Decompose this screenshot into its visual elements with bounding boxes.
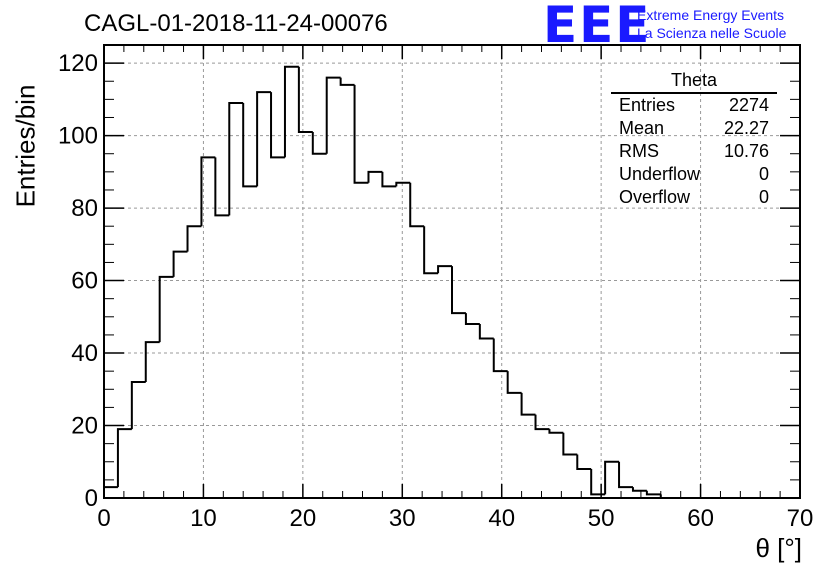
histogram-bin <box>492 338 508 373</box>
x-tick-label: 40 <box>488 505 515 532</box>
histogram-bin <box>144 341 160 383</box>
histogram-bin <box>478 324 494 340</box>
x-tick-label: 20 <box>290 505 317 532</box>
stats-row-mean: Mean 22.27 <box>611 117 777 140</box>
stats-value: 0 <box>758 164 769 184</box>
histogram-bin <box>520 392 536 416</box>
histogram-bin <box>186 225 202 252</box>
tick-labels: 0 10 20 30 40 50 60 70 0 20 40 60 80 100 120 <box>58 50 813 532</box>
plot-frame <box>103 44 801 499</box>
y-tick-label: 40 <box>71 340 98 367</box>
histogram-bin <box>297 66 313 133</box>
histogram-bin <box>228 101 244 216</box>
histogram-bin <box>339 77 355 86</box>
y-tick-label: 0 <box>85 485 98 512</box>
histogram-bin <box>576 454 592 471</box>
histogram-bin <box>283 65 299 158</box>
histogram-bin <box>451 266 466 315</box>
histogram-bin <box>618 461 633 489</box>
stats-row-overflow: Overflow 0 <box>611 186 777 209</box>
histogram-bin <box>590 469 606 496</box>
histogram-bin <box>645 490 661 496</box>
histogram-bin <box>242 102 258 188</box>
logo-line-1: Extreme Energy Events <box>637 7 785 23</box>
histogram-bin <box>311 131 327 155</box>
x-axis-label: θ [°] <box>755 533 802 563</box>
stats-label: Underflow <box>619 164 701 184</box>
stats-row-entries: Entries 2274 <box>611 94 777 117</box>
histogram-bin <box>200 156 216 227</box>
histogram-bin <box>367 170 383 183</box>
stats-label: RMS <box>619 141 659 161</box>
logo-caption: Extreme Energy Events La Scienza nelle S… <box>637 6 786 42</box>
histogram-bin <box>423 226 439 275</box>
histogram-bin <box>270 92 285 159</box>
histogram-bin <box>395 181 411 187</box>
stats-label: Entries <box>619 95 676 115</box>
histogram-bin <box>381 171 397 188</box>
histogram-bin <box>353 84 369 184</box>
stats-label: Mean <box>619 118 665 138</box>
x-tick-label: 0 <box>97 505 110 532</box>
y-tick-label: 120 <box>58 50 98 77</box>
logo-line-2: La Scienza nelle Scuole <box>637 25 787 41</box>
histogram-bin <box>534 414 550 431</box>
histogram-bin <box>325 76 341 154</box>
histogram-bin <box>172 250 188 277</box>
y-tick-label: 80 <box>71 195 98 222</box>
y-axis-label-box: Entries/bin <box>8 85 44 208</box>
stats-row-underflow: Underflow 0 <box>611 163 777 186</box>
chart-title: CAGL-01-2018-11-24-00076 <box>84 10 388 37</box>
histogram-bin <box>604 460 620 495</box>
histogram-bin <box>437 265 452 274</box>
y-axis-label: Entries/bin <box>10 84 41 208</box>
histogram-bin <box>562 432 578 456</box>
stats-value: 22.27 <box>723 118 769 138</box>
stats-value: 2274 <box>728 95 769 115</box>
x-tick-label: 50 <box>588 505 615 532</box>
y-tick-label: 100 <box>58 123 98 150</box>
histogram-bin <box>506 371 522 394</box>
histogram-bin <box>464 313 480 326</box>
histogram-bin <box>158 275 174 343</box>
stats-value: 0 <box>758 187 769 207</box>
histogram-bin <box>631 487 647 492</box>
histogram-bin <box>116 428 132 488</box>
y-tick-label: 20 <box>71 413 98 440</box>
x-tick-label: 30 <box>389 505 416 532</box>
histogram-bin <box>256 91 272 187</box>
y-tick-label: 60 <box>71 268 98 295</box>
stats-title: Theta <box>611 70 777 94</box>
histogram-bin <box>103 486 118 498</box>
x-tick-label: 10 <box>190 505 217 532</box>
x-tick-label: 70 <box>787 505 814 532</box>
eee-logo: EEE <box>543 0 652 54</box>
histogram-bin <box>409 182 425 228</box>
stats-label: Overflow <box>619 187 691 207</box>
stats-box: Theta Entries 2274 Mean 22.27 RMS 10.76 … <box>611 70 777 209</box>
stats-row-rms: RMS 10.76 <box>611 140 777 163</box>
x-tick-label: 60 <box>687 505 714 532</box>
histogram-bin <box>214 157 230 217</box>
histogram-bin <box>548 429 564 434</box>
stats-value: 10.76 <box>723 141 769 161</box>
histogram-bin <box>130 381 146 430</box>
